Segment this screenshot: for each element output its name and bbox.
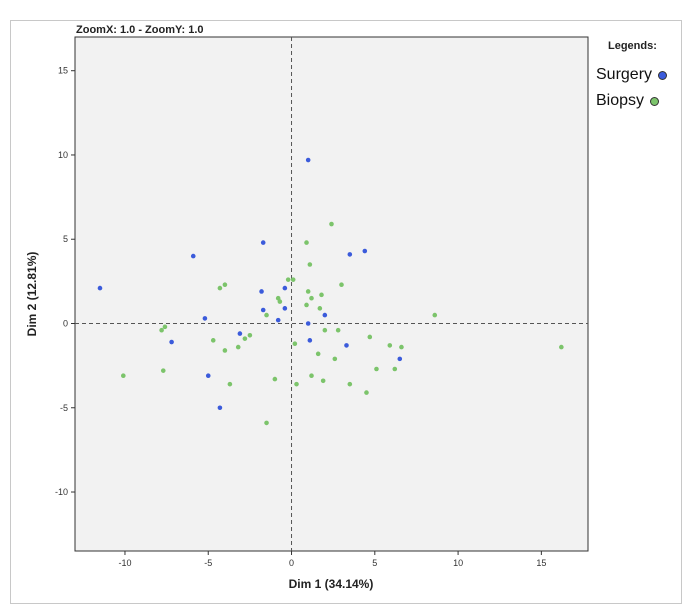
data-point-biopsy <box>292 341 298 347</box>
data-point-surgery <box>202 316 208 321</box>
y-tick-label: 15 <box>58 66 68 76</box>
y-tick-label: 10 <box>58 150 68 160</box>
data-point-biopsy <box>272 376 278 382</box>
data-point-biopsy <box>329 221 334 227</box>
data-point-biopsy <box>305 289 311 294</box>
data-point-biopsy <box>339 282 344 288</box>
y-tick-label: 0 <box>63 318 68 328</box>
data-point-surgery <box>259 289 264 294</box>
y-tick-label: 5 <box>63 234 68 244</box>
y-tick-label: -5 <box>60 403 68 413</box>
data-point-biopsy <box>210 338 216 343</box>
data-point-biopsy <box>222 282 228 288</box>
data-point-surgery <box>307 338 313 343</box>
data-point-biopsy <box>277 299 283 304</box>
data-point-biopsy <box>160 368 166 373</box>
data-point-biopsy <box>335 327 341 333</box>
data-point-biopsy <box>242 336 248 341</box>
data-points <box>97 157 564 426</box>
zoom-label: ZoomX: 1.0 - ZoomY: 1.0 <box>76 24 204 36</box>
data-point-biopsy <box>247 332 253 338</box>
data-point-biopsy <box>317 306 323 311</box>
data-point-surgery <box>260 240 266 245</box>
data-point-biopsy <box>319 292 324 298</box>
data-point-surgery <box>190 253 196 259</box>
data-point-surgery <box>322 312 328 318</box>
plot-area <box>74 36 589 552</box>
data-point-surgery <box>397 356 403 362</box>
data-point-biopsy <box>432 312 438 318</box>
y-tick-label: -10 <box>55 487 68 497</box>
data-point-surgery <box>97 285 103 291</box>
legend-marker-surgery <box>658 70 668 80</box>
data-point-biopsy <box>374 366 379 372</box>
data-point-biopsy <box>162 324 168 330</box>
data-point-biopsy <box>227 381 233 387</box>
reference-lines <box>75 37 588 551</box>
data-point-biopsy <box>367 334 373 340</box>
data-point-surgery <box>275 317 281 323</box>
data-point-surgery <box>305 157 311 163</box>
x-axis-ticks: -10 -5 0 5 10 15 <box>118 551 546 568</box>
data-point-biopsy <box>347 381 353 387</box>
x-tick-label: -5 <box>204 558 212 568</box>
data-point-biopsy <box>290 277 296 282</box>
legend-item-biopsy[interactable]: Biopsy <box>596 92 660 110</box>
data-point-biopsy <box>264 420 269 426</box>
data-point-surgery <box>362 248 368 254</box>
x-tick-label: -10 <box>118 558 131 568</box>
data-point-biopsy <box>217 285 223 291</box>
data-point-biopsy <box>235 344 241 350</box>
data-point-biopsy <box>559 344 564 350</box>
data-point-biopsy <box>159 327 164 333</box>
legend-title: Legends: <box>608 40 657 52</box>
data-point-surgery <box>260 307 266 313</box>
data-point-biopsy <box>364 390 369 395</box>
x-tick-label: 5 <box>372 558 377 568</box>
data-point-biopsy <box>309 373 314 379</box>
data-point-surgery <box>169 339 174 345</box>
data-point-biopsy <box>320 378 326 384</box>
data-point-biopsy <box>304 240 309 245</box>
x-tick-label: 0 <box>289 558 294 568</box>
legend-label-biopsy: Biopsy <box>596 92 645 109</box>
data-point-surgery <box>237 331 243 336</box>
data-point-surgery <box>282 285 288 291</box>
data-point-biopsy <box>322 327 328 333</box>
data-point-biopsy <box>315 351 321 357</box>
data-point-surgery <box>282 306 288 311</box>
data-point-biopsy <box>332 356 338 362</box>
data-point-biopsy <box>222 348 228 353</box>
data-point-surgery <box>347 252 353 257</box>
legend-label-surgery: Surgery <box>596 66 653 83</box>
data-point-biopsy <box>121 373 126 379</box>
x-tick-label: 15 <box>536 558 546 568</box>
data-point-biopsy <box>304 302 309 308</box>
data-point-biopsy <box>387 343 393 348</box>
data-point-biopsy <box>264 312 269 318</box>
y-axis-ticks: -10 -5 0 5 10 15 <box>55 66 75 497</box>
data-point-biopsy <box>294 381 299 387</box>
legend-item-surgery[interactable]: Surgery <box>596 66 668 84</box>
x-tick-label: 10 <box>453 558 463 568</box>
x-axis-title: Dim 1 (34.14%) <box>289 577 374 591</box>
legend-marker-biopsy <box>650 96 660 106</box>
data-point-surgery <box>344 343 349 348</box>
data-point-biopsy <box>307 262 313 267</box>
data-point-surgery <box>217 405 223 411</box>
data-point-biopsy <box>309 295 314 301</box>
data-point-biopsy <box>392 366 398 372</box>
data-point-biopsy <box>285 277 291 282</box>
data-point-surgery <box>205 373 211 379</box>
data-point-surgery <box>305 321 311 326</box>
y-axis-title: Dim 2 (12.81%) <box>25 252 39 337</box>
data-point-biopsy <box>399 344 404 350</box>
